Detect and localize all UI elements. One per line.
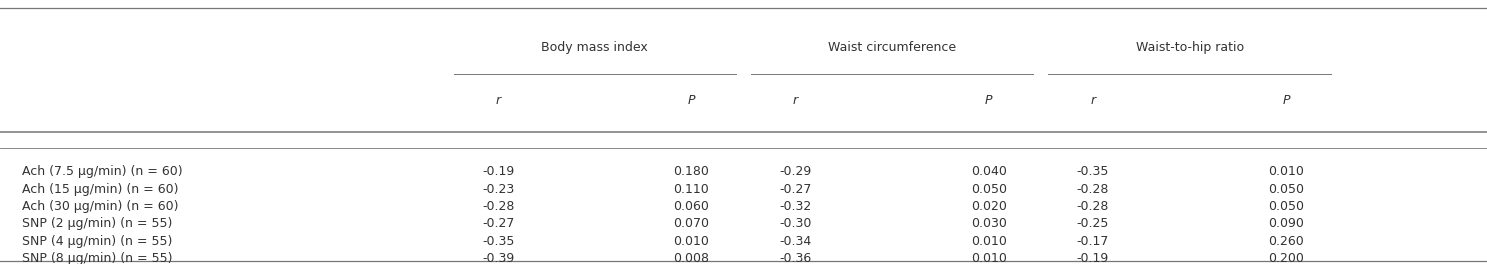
Text: 0.020: 0.020 [971, 200, 1007, 213]
Text: P: P [687, 94, 696, 107]
Text: -0.32: -0.32 [779, 200, 812, 213]
Text: 0.110: 0.110 [674, 182, 709, 196]
Text: 0.060: 0.060 [674, 200, 709, 213]
Text: 0.050: 0.050 [971, 182, 1007, 196]
Text: 0.070: 0.070 [674, 217, 709, 230]
Text: 0.260: 0.260 [1268, 235, 1304, 248]
Text: Ach (7.5 μg/min) (n = 60): Ach (7.5 μg/min) (n = 60) [22, 165, 183, 178]
Text: -0.28: -0.28 [482, 200, 515, 213]
Text: SNP (2 μg/min) (n = 55): SNP (2 μg/min) (n = 55) [22, 217, 172, 230]
Text: Waist circumference: Waist circumference [828, 41, 956, 54]
Text: 0.010: 0.010 [971, 252, 1007, 264]
Text: 0.008: 0.008 [674, 252, 709, 264]
Text: -0.35: -0.35 [1077, 165, 1109, 178]
Text: Ach (15 μg/min) (n = 60): Ach (15 μg/min) (n = 60) [22, 182, 178, 196]
Text: 0.010: 0.010 [674, 235, 709, 248]
Text: -0.17: -0.17 [1077, 235, 1109, 248]
Text: -0.29: -0.29 [779, 165, 812, 178]
Text: Body mass index: Body mass index [541, 41, 648, 54]
Text: -0.23: -0.23 [482, 182, 515, 196]
Text: -0.28: -0.28 [1077, 200, 1109, 213]
Text: -0.36: -0.36 [779, 252, 812, 264]
Text: -0.34: -0.34 [779, 235, 812, 248]
Text: 0.200: 0.200 [1268, 252, 1304, 264]
Text: -0.35: -0.35 [482, 235, 515, 248]
Text: 0.050: 0.050 [1268, 200, 1304, 213]
Text: 0.010: 0.010 [971, 235, 1007, 248]
Text: P: P [984, 94, 993, 107]
Text: SNP (8 μg/min) (n = 55): SNP (8 μg/min) (n = 55) [22, 252, 172, 264]
Text: 0.040: 0.040 [971, 165, 1007, 178]
Text: Waist-to-hip ratio: Waist-to-hip ratio [1136, 41, 1243, 54]
Text: r: r [495, 94, 501, 107]
Text: -0.39: -0.39 [482, 252, 515, 264]
Text: r: r [793, 94, 799, 107]
Text: P: P [1282, 94, 1291, 107]
Text: SNP (4 μg/min) (n = 55): SNP (4 μg/min) (n = 55) [22, 235, 172, 248]
Text: 0.090: 0.090 [1268, 217, 1304, 230]
Text: -0.28: -0.28 [1077, 182, 1109, 196]
Text: -0.25: -0.25 [1077, 217, 1109, 230]
Text: 0.050: 0.050 [1268, 182, 1304, 196]
Text: 0.180: 0.180 [674, 165, 709, 178]
Text: -0.19: -0.19 [482, 165, 515, 178]
Text: -0.27: -0.27 [779, 182, 812, 196]
Text: 0.030: 0.030 [971, 217, 1007, 230]
Text: 0.010: 0.010 [1268, 165, 1304, 178]
Text: -0.19: -0.19 [1077, 252, 1109, 264]
Text: r: r [1090, 94, 1096, 107]
Text: Ach (30 μg/min) (n = 60): Ach (30 μg/min) (n = 60) [22, 200, 178, 213]
Text: -0.30: -0.30 [779, 217, 812, 230]
Text: -0.27: -0.27 [482, 217, 515, 230]
